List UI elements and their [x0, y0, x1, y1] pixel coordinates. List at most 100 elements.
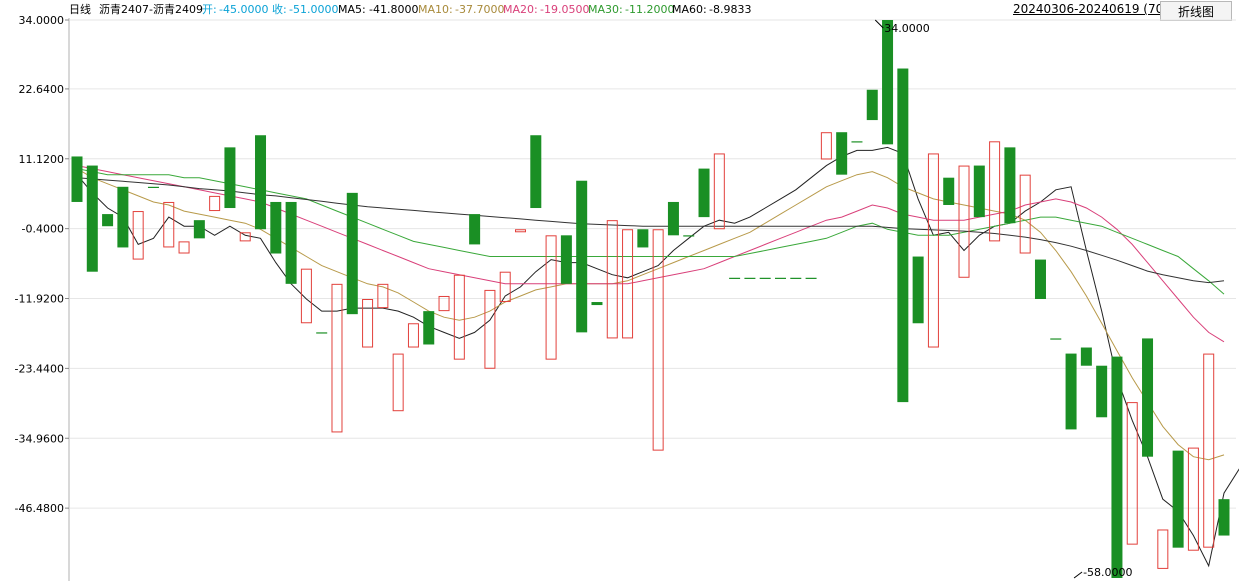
ma10-line — [76, 168, 1225, 461]
ma30-line — [76, 168, 1225, 295]
open-label: 开: — [202, 3, 217, 16]
candle — [836, 132, 848, 175]
y-tick-label: -46.4800 — [15, 502, 64, 515]
candle — [622, 229, 634, 339]
candle — [453, 274, 465, 360]
candle — [469, 214, 481, 245]
y-tick-label: -23.4400 — [15, 362, 64, 375]
close-label: 收: — [272, 3, 287, 16]
candle — [805, 277, 817, 279]
candle — [591, 302, 603, 306]
ma60-label: MA60: — [672, 3, 707, 16]
candle — [774, 277, 786, 279]
candle — [1080, 347, 1092, 366]
ma30-value: -11.2000 — [625, 3, 675, 16]
candle — [362, 299, 374, 348]
candle — [866, 89, 878, 121]
y-axis: 34.0000 22.6400 11.1200 -0.4000 -11.9200 -23.… — [15, 14, 70, 581]
candle — [71, 156, 83, 202]
candle — [729, 277, 741, 279]
candle — [377, 283, 389, 309]
chart-header: 日线 沥青2407-沥青2409 开: -45.0000 收: -51.0000… — [0, 0, 1239, 21]
y-tick-label: 22.6400 — [19, 83, 65, 96]
candle — [285, 201, 297, 284]
candle — [1019, 174, 1031, 254]
candle — [530, 135, 542, 209]
date-range-link[interactable]: 20240306-20240619 (70) — [1013, 2, 1168, 16]
annotation-pointer — [874, 19, 884, 29]
candle — [407, 323, 419, 348]
ma20-value: -19.0500 — [540, 3, 590, 16]
candle — [1218, 499, 1230, 536]
candle — [102, 214, 114, 227]
candle — [178, 241, 190, 254]
candle — [927, 153, 939, 348]
instrument-name: 沥青2407-沥青2409 — [99, 3, 203, 16]
candle — [683, 235, 695, 237]
candle — [132, 211, 144, 260]
candle — [744, 277, 756, 279]
ma5-label: MA5: — [338, 3, 366, 16]
candles — [71, 20, 1230, 578]
y-tick-label: -0.4000 — [22, 223, 64, 236]
annotations: 34.0000 -58.0000 — [874, 19, 1133, 579]
candle — [270, 201, 282, 254]
candle — [224, 147, 236, 209]
candle — [576, 180, 588, 333]
candle — [331, 283, 343, 433]
candle — [316, 332, 328, 334]
candle — [698, 168, 710, 218]
candle — [438, 295, 450, 312]
ma60-value: -8.9833 — [709, 3, 752, 16]
ma10-label: MA10: — [418, 3, 453, 16]
candle — [1142, 338, 1154, 457]
candle — [209, 195, 221, 212]
ma30-label: MA30: — [588, 3, 623, 16]
ma20-line — [76, 165, 1225, 343]
open-value: -45.0000 — [219, 3, 269, 16]
ma10-value: -37.7000 — [455, 3, 505, 16]
y-tick-label: -34.9600 — [15, 432, 64, 445]
candle — [897, 68, 909, 403]
period-label: 日线 — [69, 3, 91, 16]
candle — [484, 289, 496, 369]
candle — [392, 353, 404, 412]
candle — [1172, 450, 1184, 548]
candle — [1050, 338, 1062, 340]
candle — [637, 229, 649, 248]
close-value: -51.0000 — [289, 3, 339, 16]
candle — [147, 186, 159, 188]
ma60-line — [76, 177, 1225, 284]
candle — [255, 135, 267, 230]
annotation-label: 34.0000 — [884, 22, 930, 35]
candle — [759, 277, 771, 279]
candle — [515, 229, 527, 233]
candle — [882, 20, 894, 145]
candle — [346, 192, 358, 315]
candle — [958, 165, 970, 278]
candle — [499, 271, 511, 303]
annotation-label: -58.0000 — [1083, 566, 1132, 579]
moving-averages — [76, 146, 1239, 568]
candle — [560, 235, 572, 284]
candle — [117, 186, 129, 248]
y-tick-label: 11.1200 — [19, 153, 65, 166]
candle — [606, 220, 618, 339]
candle — [300, 268, 312, 324]
candle — [790, 277, 802, 279]
ma5-value: -41.8000 — [369, 3, 419, 16]
candle — [851, 141, 863, 143]
candle — [820, 132, 832, 160]
y-tick-label: -11.9200 — [15, 293, 64, 306]
line-chart-toggle-button[interactable]: 折线图 — [1160, 1, 1232, 21]
candle — [989, 141, 1001, 242]
candle — [193, 220, 205, 239]
annotation-pointer — [1073, 571, 1083, 579]
candle — [973, 165, 985, 218]
candle — [423, 311, 435, 345]
candle — [1034, 259, 1046, 299]
ma20-label: MA20: — [503, 3, 538, 16]
candle — [239, 232, 251, 242]
candle — [1203, 353, 1215, 548]
